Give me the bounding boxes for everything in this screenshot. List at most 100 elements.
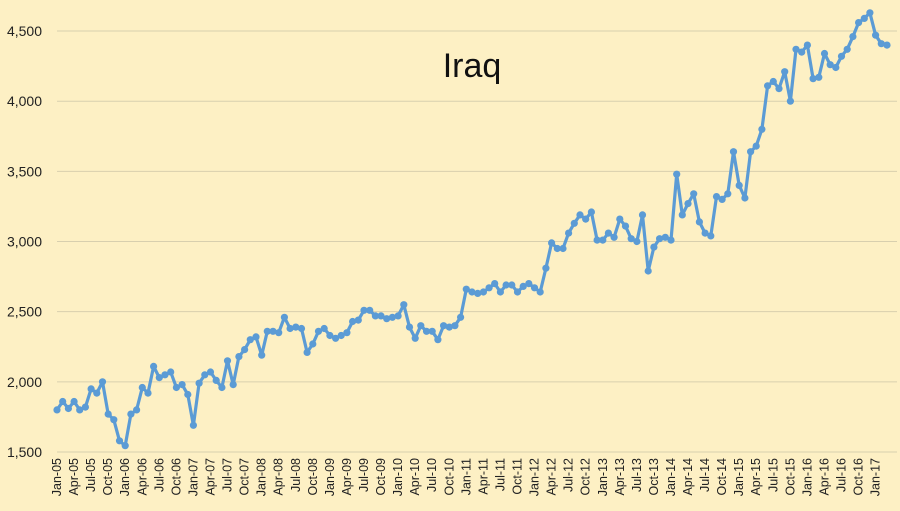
data-point	[775, 85, 783, 93]
y-tick-label: 3,500	[7, 163, 42, 179]
data-point	[860, 14, 868, 22]
data-point	[872, 31, 880, 39]
x-axis-labels: Jan-05 Apr-05 Jul-05 Oct-05 Jan-06 Apr-06 Jul-…	[50, 458, 883, 496]
data-point	[792, 45, 800, 53]
data-point	[269, 327, 277, 335]
x-tick-label: Jul-05	[84, 458, 98, 492]
data-point	[286, 324, 294, 333]
data-point	[172, 383, 180, 392]
data-point	[383, 315, 391, 323]
x-tick-label: Oct-09	[374, 458, 388, 496]
data-point	[218, 383, 226, 392]
x-tick-label: Oct-06	[169, 458, 183, 496]
data-point	[394, 312, 402, 320]
data-point	[718, 195, 726, 203]
x-tick-label: Apr-15	[749, 458, 763, 496]
x-tick-label: Jul-10	[425, 458, 439, 492]
x-tick-label: Oct-08	[306, 458, 320, 496]
data-point	[246, 336, 254, 344]
data-point	[337, 331, 345, 340]
data-point	[707, 232, 715, 240]
data-point	[195, 379, 203, 387]
x-tick-label: Jul-13	[630, 458, 644, 492]
y-tick-label: 1,500	[7, 444, 42, 460]
data-point	[104, 410, 112, 418]
data-point	[678, 211, 686, 219]
data-point	[525, 280, 533, 288]
x-tick-label: Jul-06	[152, 458, 166, 492]
x-tick-label: Jan-16	[800, 458, 814, 496]
data-point	[837, 52, 846, 60]
data-point	[138, 383, 146, 392]
data-point	[747, 148, 755, 156]
x-tick-label: Apr-07	[203, 458, 217, 496]
data-point	[400, 301, 408, 309]
data-point	[411, 334, 419, 342]
data-point	[292, 323, 300, 331]
data-point	[235, 353, 243, 361]
x-tick-label: Jan-17	[869, 458, 883, 496]
data-point	[604, 229, 613, 237]
data-point	[491, 280, 499, 288]
data-point	[189, 421, 197, 429]
chart-title: Iraq	[443, 47, 502, 85]
data-point	[150, 362, 158, 370]
data-point	[644, 267, 652, 275]
data-point	[360, 306, 368, 314]
y-tick-label: 2,500	[7, 304, 42, 320]
data-point	[855, 19, 863, 27]
data-point	[332, 334, 340, 342]
data-point	[638, 211, 647, 219]
x-tick-label: Jul-08	[289, 458, 303, 492]
data-point	[263, 327, 271, 335]
x-tick-label: Oct-07	[238, 458, 252, 496]
data-point	[809, 75, 817, 83]
data-point	[781, 68, 789, 76]
x-tick-label: Jan-08	[255, 458, 269, 496]
x-tick-label: Apr-10	[408, 458, 422, 496]
data-point	[661, 233, 669, 241]
x-tick-label: Jul-12	[562, 458, 576, 492]
data-point	[741, 194, 749, 202]
x-tick-label: Jan-10	[391, 458, 405, 496]
x-tick-label: Oct-05	[101, 458, 115, 496]
data-point	[815, 73, 823, 81]
data-point	[849, 33, 857, 41]
x-tick-label: Apr-09	[340, 458, 354, 496]
x-tick-label: Jan-05	[50, 458, 64, 496]
y-tick-label: 4,500	[7, 23, 42, 39]
data-point	[627, 235, 635, 243]
data-point	[252, 333, 260, 341]
x-tick-label: Jul-07	[221, 458, 235, 492]
x-tick-label: Oct-10	[442, 458, 456, 496]
data-point	[803, 41, 812, 49]
data-point	[167, 368, 175, 376]
data-point	[701, 229, 709, 237]
x-tick-label: Jul-15	[766, 458, 780, 492]
data-point	[178, 381, 186, 389]
data-point	[559, 244, 567, 253]
y-tick-label: 3,000	[7, 234, 42, 250]
data-point	[752, 142, 760, 150]
x-tick-label: Jan-07	[186, 458, 200, 496]
data-point	[593, 236, 601, 244]
data-point	[883, 41, 891, 49]
data-point	[548, 239, 556, 247]
x-tick-label: Oct-16	[852, 458, 866, 496]
data-point	[64, 404, 72, 413]
data-point	[729, 148, 738, 156]
data-point	[843, 45, 851, 53]
data-point	[59, 397, 67, 406]
x-tick-label: Apr-16	[817, 458, 831, 496]
data-point	[201, 371, 209, 379]
x-tick-label: Jan-09	[323, 458, 337, 496]
series-markers	[53, 9, 891, 450]
data-point	[155, 374, 163, 382]
x-tick-label: Jan-06	[118, 458, 132, 496]
data-point	[371, 312, 379, 320]
data-point	[502, 281, 510, 289]
x-tick-label: Jan-15	[732, 458, 746, 496]
data-point	[866, 9, 874, 17]
data-point	[303, 348, 311, 356]
